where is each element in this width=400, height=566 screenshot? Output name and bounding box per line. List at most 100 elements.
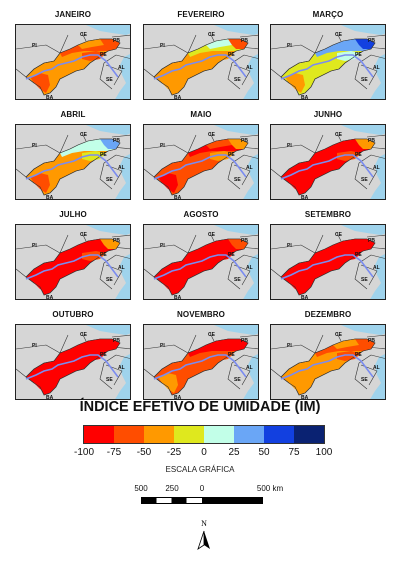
- legend-tick-label: 100: [315, 447, 333, 458]
- state-label: PE: [228, 152, 235, 158]
- state-label: AL: [246, 265, 253, 271]
- legend-tick-label: 75: [288, 447, 300, 458]
- state-label: PB: [368, 238, 375, 244]
- north-arrow-icon: N: [197, 519, 210, 550]
- map-panel-out: OUTUBRO PI CE PB PE AL SE BA: [15, 310, 131, 400]
- state-label: PI: [160, 243, 165, 249]
- state-label: SE: [234, 77, 241, 83]
- map-panel-title: MARÇO: [312, 10, 344, 19]
- state-label: CE: [208, 232, 216, 238]
- state-label: PI: [32, 43, 37, 49]
- map-panel-abr: ABRIL PI CE PB PE AL SE BA: [15, 110, 131, 200]
- state-label: BA: [46, 95, 54, 100]
- state-label: CE: [208, 132, 216, 138]
- region-map: PI CE PB PE AL SE BA: [270, 324, 386, 400]
- state-label: AL: [246, 65, 253, 71]
- state-label: PI: [160, 143, 165, 149]
- state-label: AL: [246, 165, 253, 171]
- state-label: CE: [80, 332, 88, 338]
- state-label: PI: [287, 343, 292, 349]
- scale-label: 0: [199, 484, 205, 493]
- state-label: BA: [174, 295, 182, 300]
- legend-swatch: [294, 426, 324, 443]
- state-label: AL: [118, 65, 125, 71]
- map-panel-title: JANEIRO: [54, 10, 92, 19]
- map-panel-title: ABRIL: [60, 110, 86, 119]
- legend-tick-label: -25: [166, 447, 182, 458]
- state-label: BA: [301, 395, 309, 400]
- state-label: SE: [106, 177, 113, 183]
- scale-label: 500 km: [256, 484, 284, 493]
- state-label: PI: [32, 143, 37, 149]
- state-label: PB: [113, 238, 120, 244]
- state-label: PE: [100, 352, 107, 358]
- map-panel-title: DEZEMBRO: [304, 310, 352, 319]
- state-label: PI: [287, 143, 292, 149]
- state-label: CE: [335, 32, 343, 38]
- state-label: PE: [355, 252, 362, 258]
- region-map: PI CE PB PE AL SE BA: [15, 224, 131, 300]
- state-label: AL: [118, 165, 125, 171]
- state-label: AL: [118, 365, 125, 371]
- state-label: PE: [228, 252, 235, 258]
- state-label: AL: [373, 265, 380, 271]
- state-label: PB: [113, 338, 120, 344]
- state-label: PI: [32, 343, 37, 349]
- legend-swatch: [144, 426, 174, 443]
- state-label: CE: [208, 32, 216, 38]
- state-label: CE: [335, 132, 343, 138]
- map-panel-ago: AGOSTO PI CE PB PE AL SE BA: [143, 210, 259, 300]
- state-label: BA: [301, 195, 309, 200]
- legend-swatch: [84, 426, 114, 443]
- map-panel-jun: JUNHO PI CE PB PE AL SE BA: [270, 110, 386, 200]
- state-label: SE: [361, 177, 368, 183]
- state-label: AL: [373, 165, 380, 171]
- state-label: PE: [355, 152, 362, 158]
- scale-bar: [141, 497, 263, 504]
- legend-swatch: [174, 426, 204, 443]
- state-label: SE: [234, 277, 241, 283]
- map-panel-title: JUNHO: [313, 110, 343, 119]
- region-map: PI CE PB PE AL SE BA: [143, 24, 259, 100]
- state-label: CE: [80, 232, 88, 238]
- state-label: BA: [174, 95, 182, 100]
- map-panel-mar: MARÇO PI CE PB PE AL SE BA: [270, 10, 386, 100]
- state-label: PE: [355, 352, 362, 358]
- state-label: BA: [46, 295, 54, 300]
- legend-tick-label: -75: [106, 447, 122, 458]
- map-panel-fev: FEVEREIRO PI CE PB PE AL SE BA: [143, 10, 259, 100]
- legend-swatch: [234, 426, 264, 443]
- map-panel-mai: MAIO PI CE PB PE AL SE BA: [143, 110, 259, 200]
- map-panel-title: OUTUBRO: [52, 310, 94, 319]
- state-label: AL: [118, 265, 125, 271]
- state-label: PI: [160, 343, 165, 349]
- state-label: SE: [106, 77, 113, 83]
- state-label: PE: [100, 252, 107, 258]
- state-label: PE: [100, 52, 107, 58]
- state-label: AL: [373, 365, 380, 371]
- legend-tick-label: 50: [258, 447, 270, 458]
- state-label: PI: [287, 243, 292, 249]
- legend-title: ÍNDICE EFETIVO DE UMIDADE (IM): [79, 399, 321, 415]
- legend-tick-label: 25: [228, 447, 240, 458]
- region-map: PI CE PB PE AL SE BA: [143, 324, 259, 400]
- map-panel-title: SETEMBRO: [304, 210, 352, 219]
- state-label: PB: [241, 338, 248, 344]
- state-label: PB: [241, 38, 248, 44]
- state-label: CE: [208, 332, 216, 338]
- map-panel-nov: NOVEMBRO PI CE PB PE AL SE BA: [143, 310, 259, 400]
- scale-labels: 500 250 0 500 km: [0, 484, 400, 496]
- state-label: PB: [368, 38, 375, 44]
- region-map: PI CE PB PE AL SE BA: [15, 324, 131, 400]
- legend-swatch: [264, 426, 294, 443]
- region-map: PI CE PB PE AL SE BA: [270, 24, 386, 100]
- map-panel-set: SETEMBRO PI CE PB PE AL SE BA: [270, 210, 386, 300]
- state-label: CE: [335, 332, 343, 338]
- scale-label: 250: [165, 484, 179, 493]
- state-label: SE: [106, 277, 113, 283]
- scale-label: 500: [134, 484, 148, 493]
- state-label: PE: [228, 352, 235, 358]
- state-label: PI: [287, 43, 292, 49]
- state-label: PB: [241, 238, 248, 244]
- state-label: CE: [80, 32, 88, 38]
